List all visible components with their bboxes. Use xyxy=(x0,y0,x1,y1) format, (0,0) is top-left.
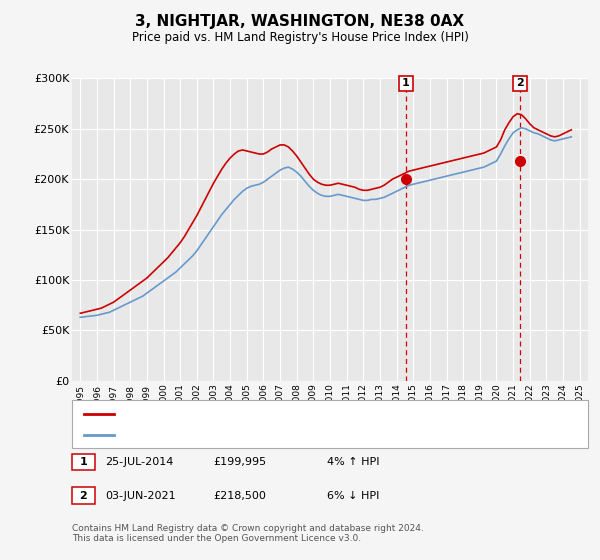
Text: 6% ↓ HPI: 6% ↓ HPI xyxy=(327,491,379,501)
Text: 4% ↑ HPI: 4% ↑ HPI xyxy=(327,457,380,467)
Text: 03-JUN-2021: 03-JUN-2021 xyxy=(105,491,176,501)
Text: 2: 2 xyxy=(80,491,87,501)
Text: 2: 2 xyxy=(516,78,524,88)
Text: Contains HM Land Registry data © Crown copyright and database right 2024.
This d: Contains HM Land Registry data © Crown c… xyxy=(72,524,424,543)
Text: £199,995: £199,995 xyxy=(213,457,266,467)
Text: 25-JUL-2014: 25-JUL-2014 xyxy=(105,457,173,467)
Text: 1: 1 xyxy=(402,78,410,88)
Text: 3, NIGHTJAR, WASHINGTON, NE38 0AX (detached house): 3, NIGHTJAR, WASHINGTON, NE38 0AX (detac… xyxy=(117,409,412,419)
Text: Price paid vs. HM Land Registry's House Price Index (HPI): Price paid vs. HM Land Registry's House … xyxy=(131,31,469,44)
Text: HPI: Average price, detached house, Sunderland: HPI: Average price, detached house, Sund… xyxy=(117,430,370,440)
Text: 3, NIGHTJAR, WASHINGTON, NE38 0AX: 3, NIGHTJAR, WASHINGTON, NE38 0AX xyxy=(136,14,464,29)
Text: £218,500: £218,500 xyxy=(213,491,266,501)
Text: 1: 1 xyxy=(80,457,87,467)
